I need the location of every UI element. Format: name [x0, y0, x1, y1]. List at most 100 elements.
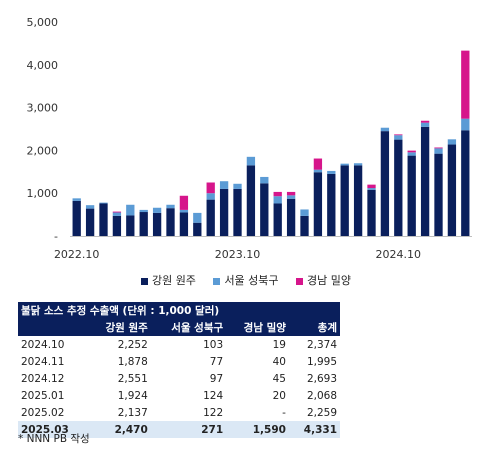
bar-segment-seongbuk	[300, 209, 309, 216]
bar-segment-seongbuk	[353, 163, 363, 166]
bar-segment-miryang	[179, 195, 189, 210]
bar-segment-wonju	[367, 189, 376, 236]
bar-segment-wonju	[166, 208, 175, 236]
header-period	[18, 319, 88, 336]
bar-segment-wonju	[99, 203, 108, 236]
bar-segment-wonju	[219, 188, 229, 236]
bar-segment-seongbuk	[407, 152, 416, 156]
bar-segment-seongbuk	[447, 139, 457, 145]
x-axis: 2022.10 2023.10 2024.10	[54, 248, 421, 261]
table-row: 2025.01 1,924 124 20 2,068	[18, 387, 340, 404]
bar-segment-seongbuk	[367, 188, 376, 190]
header-seongbuk: 서울 성북구	[150, 319, 227, 336]
bar-segment-miryang	[112, 211, 122, 213]
bar-segment-wonju	[139, 212, 148, 236]
cell-miryang: -	[282, 406, 286, 419]
y-tick-label: 4,000	[27, 59, 59, 72]
bar-segment-wonju	[461, 130, 470, 236]
legend-label-wonju: 강원 원주	[151, 274, 196, 287]
bar-segment-wonju	[420, 126, 430, 236]
x-tick-label: 2022.10	[54, 248, 100, 261]
bar-segment-wonju	[286, 198, 296, 236]
bar-segment-wonju	[447, 144, 457, 236]
cell-period: 2024.12	[21, 372, 65, 385]
bar-segment-miryang	[407, 150, 416, 153]
bar-segment-wonju	[407, 155, 416, 236]
header-miryang: 경남 밀양	[226, 319, 289, 336]
bar-segment-seongbuk	[219, 181, 229, 189]
bar-segment-miryang	[461, 50, 470, 119]
bar-segment-wonju	[434, 153, 443, 236]
bar-segment-wonju	[340, 165, 349, 236]
bar-segment-seongbuk	[461, 118, 470, 131]
bar-segment-wonju	[206, 199, 215, 236]
cell-seongbuk: 122	[203, 406, 224, 419]
bar-segment-seongbuk	[126, 204, 135, 216]
cell-period: 2025.03	[18, 421, 88, 438]
bar-segment-miryang	[420, 120, 430, 123]
bar-segment-seongbuk	[340, 163, 349, 166]
bar-segment-wonju	[72, 200, 81, 236]
cell-seongbuk: 124	[203, 389, 224, 402]
cell-seongbuk: 103	[203, 338, 224, 351]
cell-period: 2025.01	[21, 389, 65, 402]
bar-segment-wonju	[300, 215, 309, 236]
table-row-highlight: 2025.03 2,470 271 1,590 4,331	[18, 421, 340, 438]
bar-segment-miryang	[313, 158, 323, 170]
bar-segment-seongbuk	[394, 135, 403, 140]
bar-segment-seongbuk	[139, 209, 148, 213]
cell-wonju: 2,551	[117, 372, 148, 385]
bar-segment-miryang	[286, 191, 296, 196]
cell-wonju: 2,137	[117, 406, 148, 419]
cell-miryang: 45	[272, 372, 286, 385]
cell-seongbuk: 77	[209, 355, 224, 368]
bar-segment-wonju	[246, 165, 256, 236]
header-wonju: 강원 원주	[88, 319, 151, 336]
bar-segment-wonju	[260, 183, 269, 236]
bar-segment-wonju	[126, 215, 135, 236]
bar-segment-seongbuk	[273, 196, 282, 204]
source-note: * NNN PB 작성	[18, 433, 90, 445]
export-table: 불닭 소스 추정 수출액 (단위 : 1,000 달러) 강원 원주 서울 성북…	[18, 302, 340, 438]
legend-item-wonju: 강원 원주	[140, 274, 196, 287]
bar-segment-seongbuk	[85, 205, 95, 209]
bar-segment-seongbuk	[99, 202, 108, 204]
bar-segment-seongbuk	[179, 209, 189, 213]
cell-total: 2,374	[306, 338, 337, 351]
cell-total: 2,259	[306, 406, 337, 419]
bar-segment-wonju	[380, 131, 390, 236]
bar-segment-seongbuk	[112, 212, 122, 216]
y-tick-label: 3,000	[27, 102, 59, 115]
bar-segment-seongbuk	[152, 207, 162, 213]
bar-segment-seongbuk	[286, 195, 296, 199]
bar-segment-seongbuk	[246, 156, 256, 166]
bar-segment-wonju	[394, 139, 403, 236]
legend-label-miryang: 경남 밀양	[307, 274, 352, 287]
y-tick-label: 1,000	[27, 187, 59, 200]
bar-segment-miryang	[367, 184, 376, 189]
cell-miryang: 19	[272, 338, 286, 351]
cell-wonju: 1,924	[117, 389, 148, 402]
bar-segment-miryang	[434, 147, 443, 149]
cell-miryang: 1,590	[226, 421, 289, 438]
cell-wonju: 2,470	[88, 421, 151, 438]
x-tick-label: 2024.10	[376, 248, 422, 261]
legend-swatch-miryang	[296, 277, 304, 285]
bar-segment-seongbuk	[327, 170, 336, 174]
y-tick-label: 2,000	[27, 144, 59, 157]
y-tick-label: 5,000	[27, 16, 59, 29]
cell-miryang: 40	[272, 355, 286, 368]
bar-segment-seongbuk	[260, 176, 269, 184]
table-caption-row: 불닭 소스 추정 수출액 (단위 : 1,000 달러)	[18, 302, 340, 319]
cell-wonju: 1,878	[117, 355, 148, 368]
cell-miryang: 20	[272, 389, 286, 402]
cell-seongbuk: 97	[209, 372, 224, 385]
stacked-bar-chart: - 1,000 2,000 3,000 4,000 5,000 2022.10 2023.1…	[27, 16, 472, 261]
chart-legend: 강원 원주 서울 성북구 경남 밀양	[0, 272, 492, 288]
bar-segment-wonju	[152, 212, 162, 236]
legend-item-miryang: 경남 밀양	[296, 274, 351, 287]
legend-swatch-wonju	[140, 277, 148, 285]
bar-segment-wonju	[85, 208, 95, 236]
legend-swatch-seongbuk	[213, 277, 221, 285]
bar-segment-miryang	[206, 182, 215, 194]
